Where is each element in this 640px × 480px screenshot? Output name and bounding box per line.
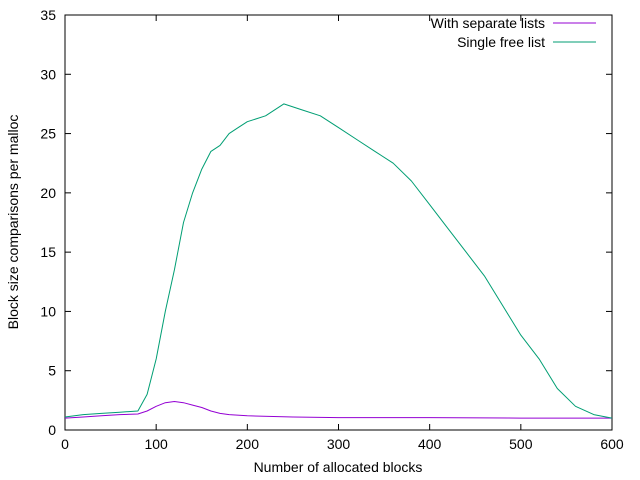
x-tick-label: 500: [509, 436, 533, 452]
y-tick-label: 25: [40, 126, 56, 142]
y-axis-label: Block size comparisons per malloc: [5, 115, 21, 330]
x-tick-label: 100: [144, 436, 168, 452]
y-tick-label: 5: [48, 363, 56, 379]
y-tick-label: 0: [48, 422, 56, 438]
y-tick-label: 15: [40, 244, 56, 260]
y-tick-label: 10: [40, 303, 56, 319]
x-tick-label: 200: [236, 436, 260, 452]
x-tick-label: 0: [61, 436, 69, 452]
legend-label-1: With separate lists: [431, 15, 545, 31]
series-line-1: [64, 401, 612, 419]
y-tick-label: 20: [40, 185, 56, 201]
y-axis-ticks: 0 5 10 15 20 25 30 35: [40, 7, 612, 438]
x-axis-label: Number of allocated blocks: [254, 459, 423, 475]
plot-frame: [64, 14, 613, 431]
series-layer: [64, 103, 613, 419]
y-tick-label: 30: [40, 66, 56, 82]
legend: With separate lists Single free list: [431, 15, 596, 50]
x-axis-ticks: 0 100 200 300 400 500 600: [61, 15, 624, 452]
x-tick-label: 600: [600, 436, 624, 452]
series-line-2: [64, 103, 613, 419]
legend-label-2: Single free list: [457, 34, 545, 50]
y-tick-label: 35: [40, 7, 56, 23]
x-tick-label: 300: [327, 436, 351, 452]
x-tick-label: 400: [418, 436, 442, 452]
